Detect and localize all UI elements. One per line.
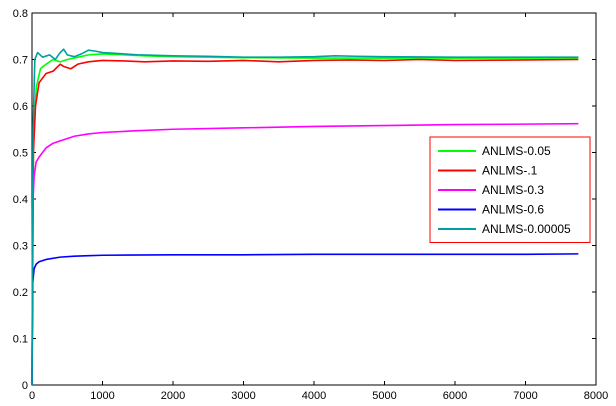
x-tick-label: 7000 [513, 390, 537, 402]
y-tick-label: 0.4 [13, 194, 28, 206]
x-tick-label: 1000 [90, 390, 114, 402]
y-tick-label: 0.8 [13, 8, 28, 20]
x-tick-label: 6000 [443, 390, 467, 402]
legend-label: ANLMS-0.00005 [482, 222, 571, 236]
y-tick-label: 0.3 [13, 241, 28, 253]
series-line-4 [31, 253, 579, 386]
x-tick-label: 5000 [372, 390, 396, 402]
x-tick-label: 3000 [231, 390, 255, 402]
y-tick-label: 0.2 [13, 287, 28, 299]
legend-label: ANLMS-0.6 [482, 203, 544, 217]
legend: ANLMS-0.05 ANLMS-.1 ANLMS-0.3 ANLMS-0.6 ANLM… [429, 136, 591, 243]
y-tick-label: 0 [22, 380, 28, 392]
legend-label: ANLMS-.1 [482, 164, 538, 178]
y-tick-label: 0.7 [13, 55, 28, 67]
series-group [31, 48, 579, 386]
x-tick-label: 2000 [161, 390, 185, 402]
x-tick-label: 4000 [302, 390, 326, 402]
x-tick-label: 8000 [584, 390, 608, 402]
legend-label: ANLMS-0.3 [482, 183, 544, 197]
series-line-5 [31, 48, 579, 386]
series-line-1 [31, 53, 579, 386]
y-tick-label: 0.1 [13, 334, 28, 346]
axis-ticks: 0 1000 2000 3000 4000 5000 6000 7000 8000 0 0.1 0.2… [13, 8, 609, 402]
series-line-3 [31, 122, 579, 386]
series-line-2 [31, 58, 579, 386]
x-tick-label: 0 [29, 390, 35, 402]
y-tick-label: 0.5 [13, 148, 28, 160]
y-tick-label: 0.6 [13, 101, 28, 113]
legend-label: ANLMS-0.05 [482, 144, 551, 158]
